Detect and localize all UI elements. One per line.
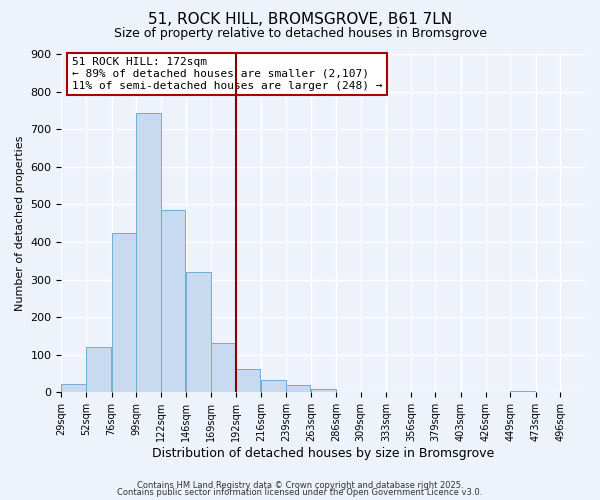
- Bar: [136, 114, 161, 392]
- X-axis label: Distribution of detached houses by size in Bromsgrove: Distribution of detached houses by size …: [152, 447, 494, 460]
- Bar: [236, 368, 260, 392]
- Bar: [86, 347, 110, 393]
- Bar: [510, 391, 535, 392]
- Text: Contains public sector information licensed under the Open Government Licence v3: Contains public sector information licen…: [118, 488, 482, 497]
- Text: 51, ROCK HILL, BROMSGROVE, B61 7LN: 51, ROCK HILL, BROMSGROVE, B61 7LN: [148, 12, 452, 28]
- Y-axis label: Number of detached properties: Number of detached properties: [15, 136, 25, 311]
- Bar: [261, 380, 286, 392]
- Bar: [112, 232, 136, 392]
- Bar: [286, 385, 310, 392]
- Bar: [311, 390, 336, 392]
- Bar: [211, 342, 236, 392]
- Text: Size of property relative to detached houses in Bromsgrove: Size of property relative to detached ho…: [113, 28, 487, 40]
- Text: Contains HM Land Registry data © Crown copyright and database right 2025.: Contains HM Land Registry data © Crown c…: [137, 480, 463, 490]
- Bar: [61, 384, 86, 392]
- Bar: [161, 210, 185, 392]
- Bar: [187, 272, 211, 392]
- Text: 51 ROCK HILL: 172sqm
← 89% of detached houses are smaller (2,107)
11% of semi-de: 51 ROCK HILL: 172sqm ← 89% of detached h…: [72, 58, 382, 90]
